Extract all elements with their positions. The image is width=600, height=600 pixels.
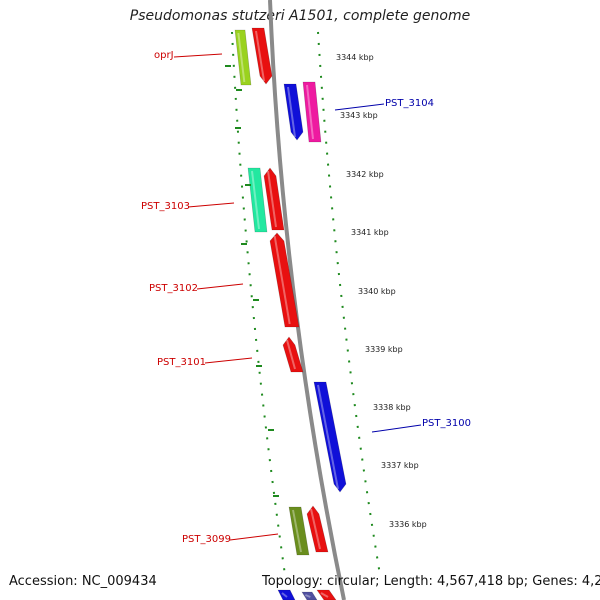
label-leader-line — [196, 283, 244, 290]
tick-label: 3339 kbp — [365, 345, 403, 354]
gene-block — [247, 167, 268, 233]
map-title: Pseudomonas stutzeri A1501, complete gen… — [129, 8, 471, 24]
gene-block-highlight — [273, 235, 291, 325]
gene-block — [277, 589, 296, 600]
gene-block-highlight — [286, 339, 296, 370]
gene-block-highlight — [317, 384, 339, 490]
tick-label: 3341 kbp — [351, 228, 389, 237]
tick-label: 3338 kbp — [373, 403, 411, 412]
gene-block — [234, 29, 252, 86]
gene-label-pst-3101[interactable]: PST_3101 — [157, 357, 206, 368]
gene-block — [316, 589, 337, 600]
gene-block-highlight — [255, 30, 265, 82]
gene-block-highlight — [320, 592, 329, 598]
gene-block — [263, 167, 285, 231]
gene-label-pst-3104[interactable]: PST_3104 — [385, 98, 434, 109]
gene-block-highlight — [287, 86, 296, 138]
label-leader-line — [173, 53, 223, 58]
gene-block-highlight — [281, 592, 288, 598]
label-leader-line — [371, 424, 422, 433]
gene-block-highlight — [267, 170, 277, 228]
tick-label: 3337 kbp — [381, 461, 419, 470]
accession-text: Accession: NC_009434 — [9, 574, 157, 589]
gene-block — [269, 232, 300, 328]
tick-label: 3344 kbp — [336, 53, 374, 62]
gene-block — [288, 506, 310, 556]
tick-label: 3336 kbp — [389, 520, 427, 529]
tick-label: 3340 kbp — [358, 287, 396, 296]
label-leader-line — [187, 202, 235, 208]
label-leader-line — [229, 533, 279, 541]
gene-block — [313, 381, 347, 493]
gene-label-oprj[interactable]: oprJ — [154, 50, 174, 61]
gene-label-pst-3099[interactable]: PST_3099 — [182, 534, 231, 545]
label-leader-line — [334, 103, 385, 111]
gene-label-pst-3103[interactable]: PST_3103 — [141, 201, 190, 212]
gene-block — [282, 336, 304, 373]
gene-block-highlight — [251, 170, 260, 230]
left-dotted-boundary — [231, 31, 286, 576]
gene-label-pst-3102[interactable]: PST_3102 — [149, 283, 198, 294]
backbone-line — [268, 0, 346, 600]
gene-block — [301, 591, 318, 600]
label-leader-line — [204, 357, 253, 364]
gene-block-highlight — [306, 84, 314, 140]
gene-block-highlight — [304, 594, 311, 598]
tick-label: 3342 kbp — [346, 170, 384, 179]
topology-text: Topology: circular; Length: 4,567,418 bp… — [262, 574, 600, 589]
gene-block-highlight — [310, 508, 321, 550]
gene-label-pst-3100[interactable]: PST_3100 — [422, 418, 471, 429]
gene-block — [251, 27, 273, 85]
gene-block — [283, 83, 304, 141]
tick-label: 3343 kbp — [340, 111, 378, 120]
gene-block — [306, 505, 329, 553]
gene-block — [302, 81, 322, 143]
gene-block-highlight — [237, 32, 246, 83]
gene-block-highlight — [292, 509, 302, 553]
